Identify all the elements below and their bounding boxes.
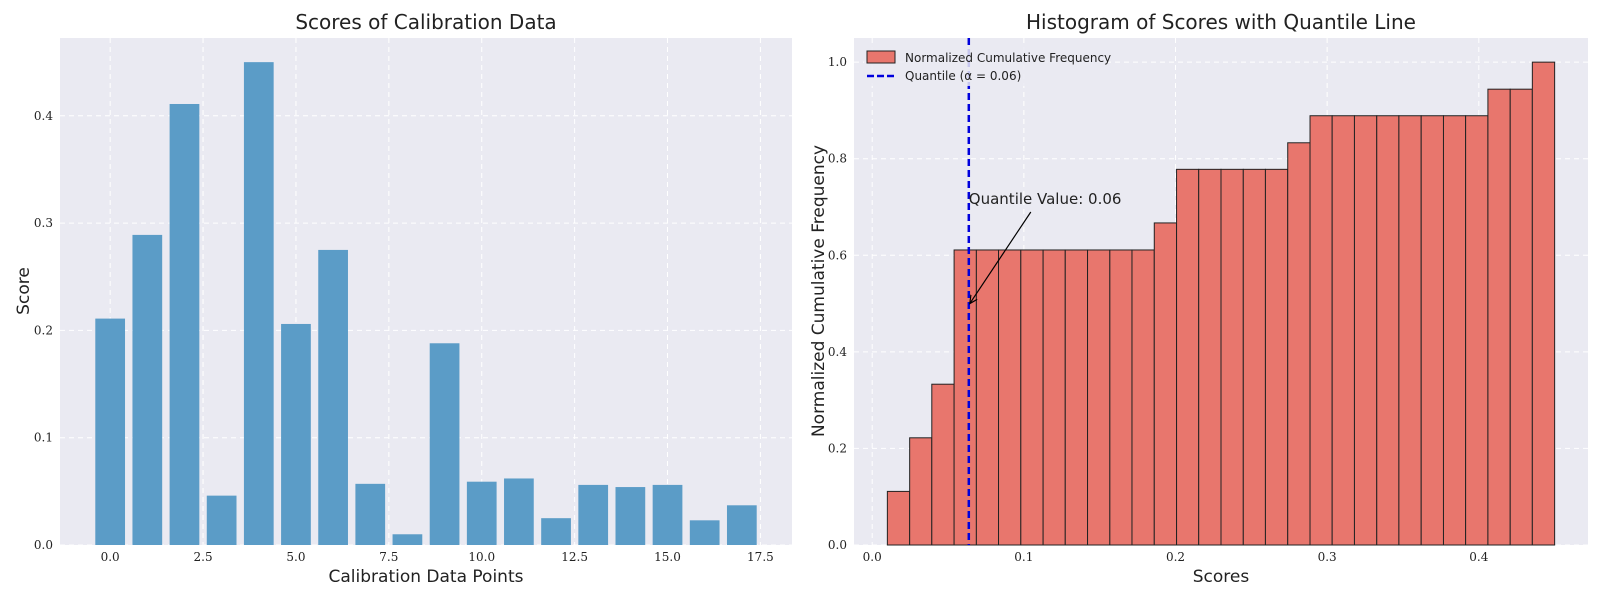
histogram-bar — [1421, 116, 1443, 545]
x-tick-labels: 0.0 0.1 0.2 0.3 0.4 — [863, 550, 1489, 564]
x-axis-label: Calibration Data Points — [329, 567, 524, 587]
bar — [355, 484, 385, 545]
y-tick-label: 1.0 — [828, 55, 847, 69]
histogram-bar — [954, 250, 976, 545]
bar — [281, 324, 311, 545]
histogram-bar — [1154, 223, 1176, 545]
annotation-text: Quantile Value: 0.06 — [969, 190, 1122, 208]
y-tick-label: 0.1 — [34, 431, 53, 445]
x-tick-label: 2.5 — [194, 550, 213, 564]
x-tick-label: 12.5 — [561, 550, 588, 564]
x-tick-label: 0.3 — [1318, 550, 1337, 564]
histogram-bar — [1310, 116, 1332, 545]
x-tick-label: 0.0 — [863, 550, 882, 564]
histogram-bar — [1288, 143, 1310, 545]
bar — [541, 518, 571, 545]
y-tick-label: 0.0 — [828, 538, 847, 552]
histogram-bar — [976, 250, 998, 545]
histogram-bar — [1110, 250, 1132, 545]
bar — [393, 534, 423, 545]
histogram-bar — [1199, 169, 1221, 545]
y-tick-label: 0.6 — [828, 248, 847, 262]
bar — [207, 496, 237, 545]
bar — [653, 485, 683, 545]
y-tick-label: 0.0 — [34, 538, 53, 552]
x-tick-label: 0.0 — [101, 550, 120, 564]
bar — [95, 319, 125, 545]
y-tick-labels: 0.0 0.1 0.2 0.3 0.4 — [34, 109, 53, 552]
bar — [430, 343, 460, 545]
histogram-bar — [1488, 89, 1510, 545]
y-tick-label: 0.8 — [828, 152, 847, 166]
y-axis-label: Normalized Cumulative Frequency — [809, 145, 829, 437]
histogram-quantile: Quantile Value: 0.06 0.0 0.1 0.2 0.3 0.4 0.0… — [809, 10, 1588, 587]
x-tick-label: 10.0 — [468, 550, 495, 564]
x-tick-label: 0.1 — [1014, 550, 1033, 564]
histogram-bar — [1265, 169, 1287, 545]
bar — [318, 250, 348, 545]
y-axis-label: Score — [14, 267, 34, 315]
histogram-bar — [1065, 250, 1087, 545]
histogram-bar — [1399, 116, 1421, 545]
bar — [504, 478, 534, 545]
y-tick-label: 0.2 — [34, 323, 53, 337]
chart-title: Histogram of Scores with Quantile Line — [1026, 10, 1416, 34]
histogram-bar — [1332, 116, 1354, 545]
bar — [244, 62, 274, 545]
histogram-bar — [1021, 250, 1043, 545]
bar — [616, 487, 646, 545]
bar — [467, 482, 497, 545]
histogram-bar — [1221, 169, 1243, 545]
legend-swatch-histogram — [867, 51, 895, 63]
histogram-bar — [932, 384, 954, 545]
histogram-bar — [1043, 250, 1065, 545]
histogram-bar — [910, 438, 932, 545]
bar — [578, 485, 608, 545]
x-tick-label: 0.4 — [1469, 550, 1488, 564]
histogram-bar — [1177, 169, 1199, 545]
histogram-bar — [1354, 116, 1376, 545]
histogram-bar — [999, 250, 1021, 545]
chart-title: Scores of Calibration Data — [295, 10, 556, 34]
histogram-bar — [1532, 62, 1554, 545]
x-tick-label: 17.5 — [747, 550, 774, 564]
histogram-bar — [1377, 116, 1399, 545]
histogram-bar — [1088, 250, 1110, 545]
legend-label-histogram: Normalized Cumulative Frequency — [905, 51, 1111, 65]
y-tick-labels: 0.0 0.2 0.4 0.6 0.8 1.0 — [828, 55, 847, 552]
legend: Normalized Cumulative Frequency Quantile… — [864, 46, 1111, 86]
x-axis-label: Scores — [1193, 567, 1250, 587]
histogram-bar — [1510, 89, 1532, 545]
histogram-bar — [1132, 250, 1154, 545]
bar-chart-calibration-scores: 0.0 2.5 5.0 7.5 10.0 12.5 15.0 17.5 0.00.10.20.… — [14, 10, 792, 587]
bar — [170, 104, 200, 545]
x-tick-label: 0.2 — [1166, 550, 1185, 564]
bar — [690, 520, 720, 545]
y-tick-label: 0.4 — [828, 345, 847, 359]
x-tick-label: 15.0 — [654, 550, 681, 564]
bar — [132, 235, 162, 545]
bar — [727, 505, 757, 545]
histogram-bar — [1243, 169, 1265, 545]
y-tick-label: 0.3 — [34, 216, 53, 230]
x-tick-label: 5.0 — [286, 550, 305, 564]
histogram-bar — [1443, 116, 1465, 545]
y-tick-label: 0.2 — [828, 441, 847, 455]
x-tick-labels: 0.0 2.5 5.0 7.5 10.0 12.5 15.0 17.5 — [101, 550, 774, 564]
x-tick-label: 7.5 — [379, 550, 398, 564]
histogram-bar — [887, 491, 909, 545]
histogram-bar — [1466, 116, 1488, 545]
legend-label-quantile: Quantile (α = 0.06) — [905, 69, 1021, 83]
y-tick-label: 0.4 — [34, 109, 53, 123]
